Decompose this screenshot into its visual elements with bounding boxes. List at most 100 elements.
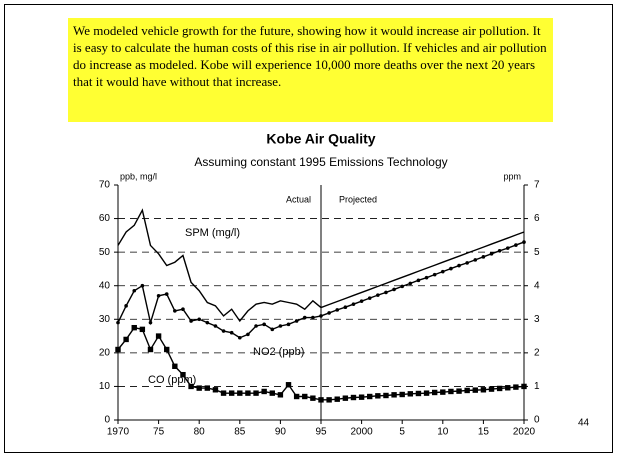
y2-tick-label: 0 [534,415,540,426]
point [173,309,177,313]
y-axis-label: ppb, mg/l [120,171,157,181]
point [350,394,357,401]
point [415,390,422,397]
point [155,333,162,339]
chart-title: Kobe Air Quality [266,131,375,147]
point [407,391,414,397]
point [116,320,120,325]
point [473,258,478,262]
point [399,391,405,398]
point [254,324,258,328]
point [228,390,235,396]
point [172,363,178,369]
point [262,322,266,327]
point [293,393,300,400]
point [400,284,405,289]
point [481,255,486,259]
point [132,288,137,293]
point [326,397,332,403]
point [416,278,421,283]
x-tick-label: 1970 [107,427,130,438]
point [358,394,365,400]
point [124,304,128,308]
point [318,397,324,403]
series-label: CO (ppm) [148,374,196,386]
x-tick-label: 10 [437,427,449,438]
point [513,384,519,390]
point [180,371,186,378]
point [147,346,154,353]
point [278,324,283,328]
point [359,299,364,303]
point [253,390,259,396]
point [131,324,137,331]
x-tick-label: 90 [275,427,287,438]
slide-frame [4,4,613,453]
point [123,336,129,343]
point [391,392,397,398]
y2-tick-label: 2 [534,347,540,358]
point [238,335,242,340]
y2-tick-label: 4 [534,280,540,291]
point [196,385,202,391]
point [440,389,446,395]
y-tick-label: 20 [99,347,111,358]
y2-tick-label: 7 [534,180,540,191]
point [432,272,437,277]
point [319,314,323,318]
x-tick-label: 95 [315,427,327,438]
point [367,296,372,300]
point [310,395,316,401]
point [164,346,170,353]
point [229,330,234,335]
annotation: Projected [339,194,377,204]
point [164,292,169,296]
point [139,326,146,333]
point [140,283,145,288]
point [302,393,308,400]
point [294,319,299,323]
point [489,252,494,256]
point [220,390,227,396]
point [448,388,454,395]
point [408,281,413,286]
point [424,275,429,280]
y2-tick-label: 6 [534,213,540,224]
point [246,332,250,337]
point [505,246,510,250]
point [335,308,340,312]
point [181,307,185,312]
point [342,395,349,401]
point [204,385,211,391]
point [522,240,526,244]
y-tick-label: 40 [99,280,111,291]
series-label: SPM (mg/l) [185,227,240,239]
point [441,269,445,274]
point [488,386,495,392]
y2-tick-label: 3 [534,314,540,325]
point [376,293,380,297]
point [384,290,388,295]
point [311,315,315,320]
point [189,319,193,323]
point [270,327,275,332]
y-tick-label: 10 [99,381,111,392]
point [269,390,275,396]
point [334,396,340,402]
point [472,387,478,393]
point [205,320,210,325]
y-tick-label: 0 [104,415,110,426]
point [188,383,194,390]
note-box: We modeled vehicle growth for the future… [68,18,553,122]
point [456,388,462,394]
point [302,315,307,320]
point [213,324,218,328]
point [457,263,461,268]
point [245,390,251,396]
y2-tick-label: 5 [534,247,540,258]
point [431,389,438,396]
y2-tick-label: 1 [534,381,540,392]
point [237,390,243,396]
point [423,390,430,396]
